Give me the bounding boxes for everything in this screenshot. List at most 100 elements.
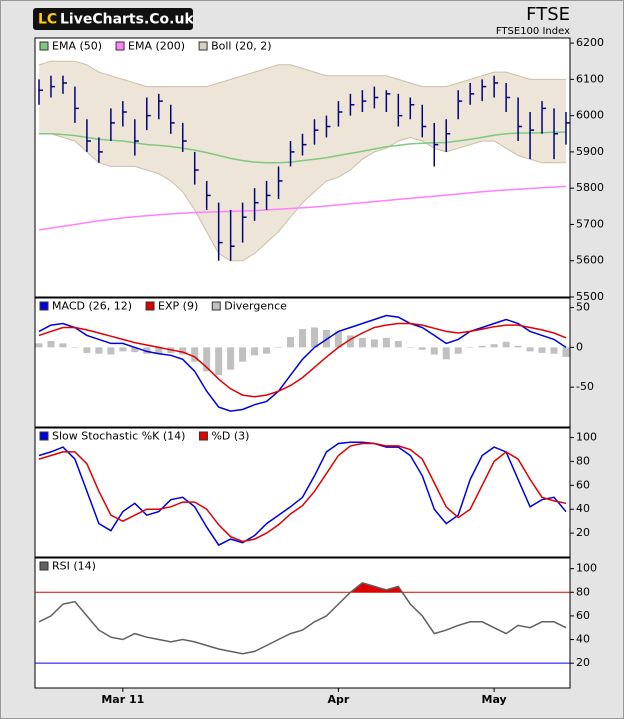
bar <box>59 343 67 348</box>
bar <box>71 347 79 348</box>
legend-label: Divergence <box>224 300 287 313</box>
legend-swatch <box>39 431 49 441</box>
bar <box>442 347 450 360</box>
y-tick-label: 60 <box>576 609 590 622</box>
chart-subtitle: FTSE100 Index <box>496 26 570 37</box>
bar <box>454 347 462 354</box>
x-tick-label: Apr <box>328 693 350 706</box>
y-tick-label: 40 <box>576 502 590 515</box>
panel <box>34 427 571 558</box>
bar <box>83 347 91 353</box>
plot <box>35 581 570 664</box>
legend-label: RSI (14) <box>52 560 96 573</box>
chart-title: FTSE <box>526 4 570 25</box>
panel <box>34 557 571 689</box>
y-tick-label: 5700 <box>576 217 604 230</box>
plot <box>38 60 570 262</box>
y-tick-label: 5600 <box>576 254 604 267</box>
legend-swatch <box>39 41 49 51</box>
bar <box>418 347 426 350</box>
y-tick-label: 80 <box>576 585 590 598</box>
bar <box>394 341 402 348</box>
legend-label: MACD (26, 12) <box>52 300 132 313</box>
line <box>38 442 567 543</box>
legend-swatch <box>39 561 49 571</box>
y-tick-label: 50 <box>576 301 590 314</box>
logo-mark-box <box>36 11 56 27</box>
bar <box>502 341 510 348</box>
bar <box>382 337 390 348</box>
panel <box>34 297 571 428</box>
bar <box>143 347 151 354</box>
bar <box>406 347 414 348</box>
legend-label: EMA (50) <box>52 40 102 53</box>
legend-swatch <box>39 301 49 311</box>
y-tick-label: 20 <box>576 656 590 669</box>
bar <box>203 347 211 372</box>
logo-text: LiveCharts.Co.uk <box>60 12 194 28</box>
bar <box>35 343 43 348</box>
line <box>38 581 567 655</box>
bar <box>562 347 570 357</box>
y-tick-label: 6200 <box>576 36 604 49</box>
y-tick-label: 5800 <box>576 181 604 194</box>
y-tick-label: -50 <box>576 380 594 393</box>
y-tick-label: 5500 <box>576 290 604 303</box>
y-tick-label: 6000 <box>576 109 604 122</box>
legend-label: Boll (20, 2) <box>211 40 271 53</box>
band-lower <box>39 133 566 262</box>
bar <box>287 337 295 348</box>
legend-swatch <box>198 431 208 441</box>
bar <box>310 327 318 348</box>
legend-label: Slow Stochastic %K (14) <box>52 430 185 443</box>
line <box>38 322 567 398</box>
bar <box>478 345 486 348</box>
x-tick-label: May <box>482 693 507 706</box>
bar <box>227 347 235 370</box>
legend-label: EMA (200) <box>128 40 185 53</box>
y-tick-label: 100 <box>576 431 597 444</box>
bar <box>526 347 534 352</box>
bar <box>430 347 438 355</box>
logo-mark: LC <box>38 12 57 28</box>
plot <box>38 441 567 547</box>
bar <box>550 347 558 354</box>
bar <box>239 347 247 362</box>
legend-swatch <box>211 301 221 311</box>
bar <box>131 347 139 353</box>
y-tick-label: 6100 <box>576 72 604 85</box>
band-upper <box>38 60 566 88</box>
y-tick-label: 80 <box>576 454 590 467</box>
legend-swatch <box>198 41 208 51</box>
bar <box>155 347 163 354</box>
legend-label: EXP (9) <box>158 300 198 313</box>
bar <box>466 347 474 348</box>
bar <box>95 347 103 354</box>
bar <box>275 347 283 348</box>
line <box>39 131 567 164</box>
bar <box>358 337 366 348</box>
legend-swatch <box>145 301 155 311</box>
line <box>38 441 567 547</box>
bar <box>47 341 55 348</box>
legend-swatch <box>115 41 125 51</box>
bar <box>334 331 342 348</box>
bar <box>215 347 223 376</box>
logo-box <box>33 8 193 30</box>
legend-label: %D (3) <box>211 430 249 443</box>
line <box>38 185 567 231</box>
bar <box>346 335 354 348</box>
bar <box>514 345 522 348</box>
bar <box>370 339 378 348</box>
bar <box>191 347 199 362</box>
y-tick-label: 100 <box>576 562 597 575</box>
plot <box>35 314 570 412</box>
x-tick-label: Mar 11 <box>101 693 144 706</box>
bar <box>119 347 127 352</box>
line <box>38 314 567 412</box>
bar <box>538 347 546 353</box>
bar <box>179 347 187 355</box>
bar <box>299 329 306 348</box>
bar <box>263 347 271 354</box>
